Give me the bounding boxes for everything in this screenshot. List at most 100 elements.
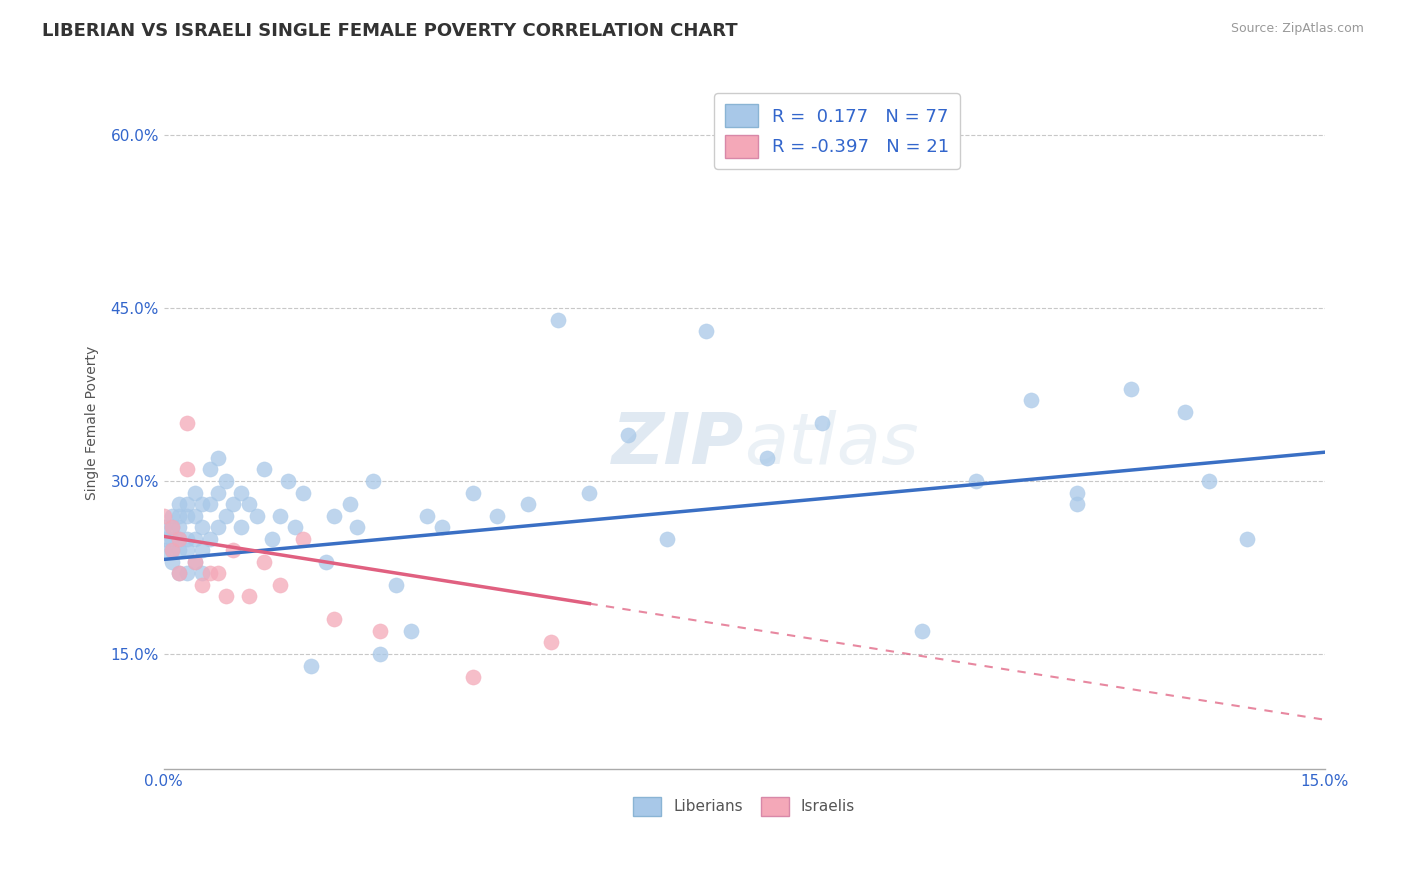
- Point: [176, 566, 198, 581]
- Point: [323, 508, 346, 523]
- Point: [222, 543, 245, 558]
- Point: [215, 508, 238, 523]
- Point: [385, 578, 408, 592]
- Point: [516, 497, 538, 511]
- Point: [292, 485, 315, 500]
- Point: [176, 462, 198, 476]
- Point: [965, 474, 987, 488]
- Point: [617, 428, 640, 442]
- Point: [207, 520, 229, 534]
- Point: [183, 508, 205, 523]
- Point: [262, 532, 284, 546]
- Point: [183, 532, 205, 546]
- Point: [292, 532, 315, 546]
- Point: [152, 520, 174, 534]
- Point: [277, 474, 299, 488]
- Point: [246, 508, 269, 523]
- Point: [176, 508, 198, 523]
- Point: [1236, 532, 1258, 546]
- Point: [160, 520, 183, 534]
- Point: [176, 532, 198, 546]
- Point: [160, 520, 183, 534]
- Y-axis label: Single Female Poverty: Single Female Poverty: [86, 346, 100, 500]
- Point: [540, 635, 562, 649]
- Point: [416, 508, 439, 523]
- Point: [756, 450, 779, 465]
- Text: LIBERIAN VS ISRAELI SINGLE FEMALE POVERTY CORRELATION CHART: LIBERIAN VS ISRAELI SINGLE FEMALE POVERT…: [42, 22, 738, 40]
- Point: [207, 450, 229, 465]
- Point: [152, 543, 174, 558]
- Point: [810, 417, 832, 431]
- Point: [152, 532, 174, 546]
- Point: [191, 578, 214, 592]
- Point: [200, 462, 222, 476]
- Point: [231, 520, 253, 534]
- Point: [160, 543, 183, 558]
- Point: [160, 543, 183, 558]
- Point: [200, 497, 222, 511]
- Point: [485, 508, 508, 523]
- Point: [191, 497, 214, 511]
- Point: [253, 555, 276, 569]
- Point: [370, 647, 392, 661]
- Point: [315, 555, 337, 569]
- Point: [361, 474, 384, 488]
- Point: [323, 612, 346, 626]
- Point: [432, 520, 454, 534]
- Point: [183, 555, 205, 569]
- Point: [911, 624, 934, 638]
- Point: [339, 497, 361, 511]
- Point: [299, 658, 322, 673]
- Text: atlas: atlas: [744, 409, 920, 479]
- Point: [176, 543, 198, 558]
- Point: [655, 532, 678, 546]
- Point: [370, 624, 392, 638]
- Point: [849, 117, 872, 131]
- Point: [253, 462, 276, 476]
- Point: [207, 566, 229, 581]
- Point: [191, 566, 214, 581]
- Point: [1174, 405, 1197, 419]
- Point: [346, 520, 368, 534]
- Point: [1121, 382, 1143, 396]
- Point: [547, 312, 569, 326]
- Point: [578, 485, 600, 500]
- Point: [152, 508, 174, 523]
- Point: [215, 474, 238, 488]
- Point: [1066, 485, 1088, 500]
- Point: [176, 417, 198, 431]
- Point: [1066, 497, 1088, 511]
- Text: ZIP: ZIP: [612, 409, 744, 479]
- Point: [160, 555, 183, 569]
- Point: [284, 520, 307, 534]
- Point: [231, 485, 253, 500]
- Legend: Liberians, Israelis: Liberians, Israelis: [626, 789, 863, 824]
- Point: [238, 590, 260, 604]
- Point: [200, 532, 222, 546]
- Point: [167, 566, 190, 581]
- Point: [183, 555, 205, 569]
- Point: [463, 485, 485, 500]
- Point: [695, 324, 717, 338]
- Point: [207, 485, 229, 500]
- Point: [1198, 474, 1220, 488]
- Point: [183, 485, 205, 500]
- Point: [160, 532, 183, 546]
- Point: [167, 497, 190, 511]
- Point: [463, 670, 485, 684]
- Point: [167, 566, 190, 581]
- Point: [191, 543, 214, 558]
- Point: [222, 497, 245, 511]
- Point: [167, 508, 190, 523]
- Point: [215, 590, 238, 604]
- Point: [167, 532, 190, 546]
- Point: [176, 497, 198, 511]
- Point: [1019, 393, 1042, 408]
- Point: [200, 566, 222, 581]
- Point: [191, 520, 214, 534]
- Point: [160, 508, 183, 523]
- Point: [269, 508, 291, 523]
- Point: [269, 578, 291, 592]
- Point: [238, 497, 260, 511]
- Point: [167, 532, 190, 546]
